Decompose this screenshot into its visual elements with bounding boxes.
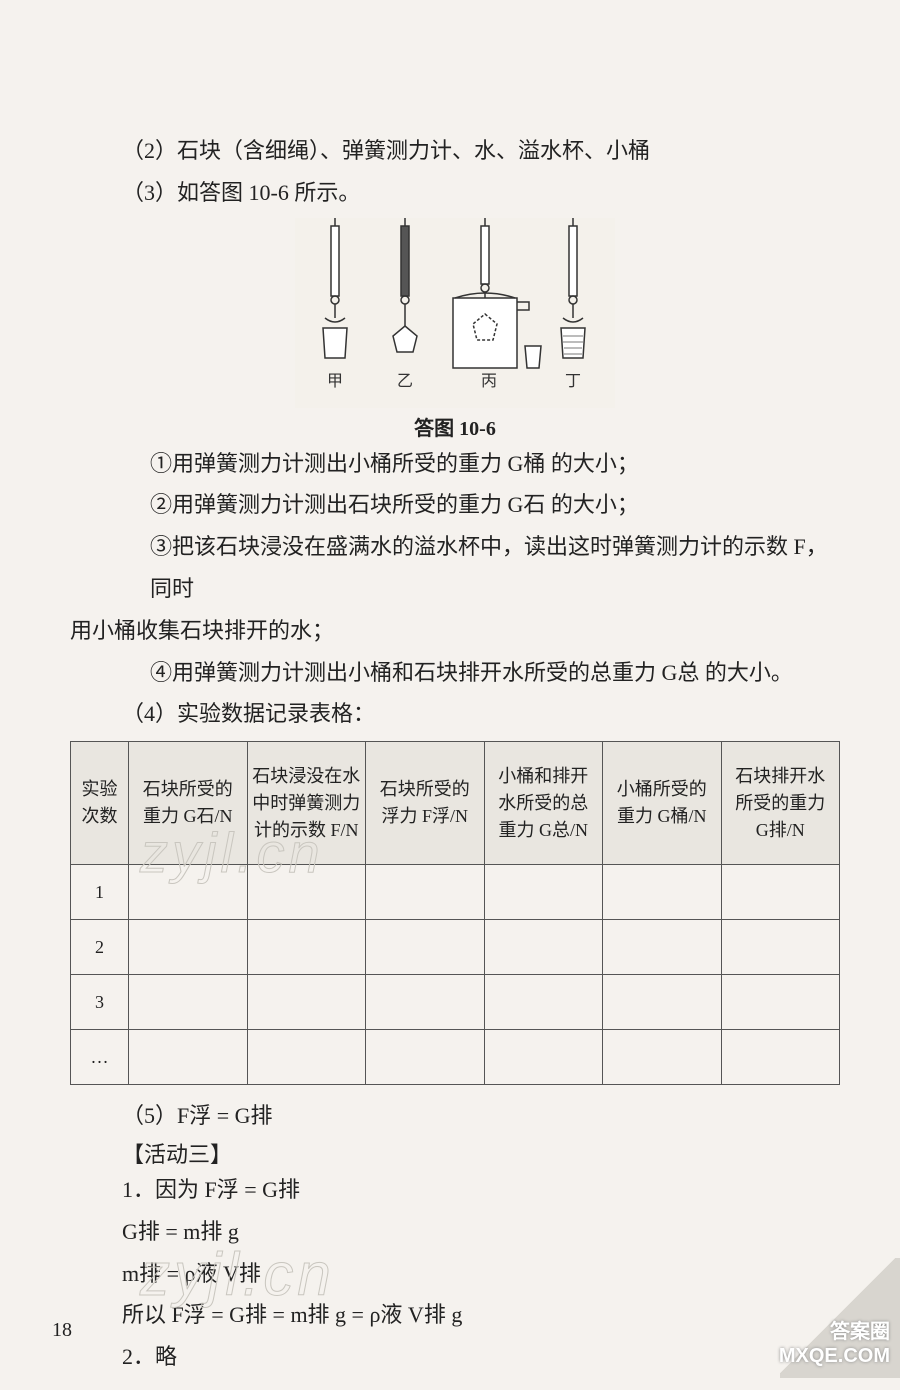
th-3: 石块所受的浮力 F浮/N [366, 742, 485, 865]
svg-text:乙: 乙 [397, 373, 413, 390]
svg-text:丙: 丙 [481, 373, 497, 390]
cell [366, 975, 485, 1030]
cell [129, 975, 248, 1030]
table-row: 2 [71, 920, 840, 975]
page-number: 18 [52, 1319, 72, 1342]
th-2: 石块浸没在水中时弹簧测力计的示数 F/N [247, 742, 366, 865]
activity-3-label: 【活动三】 [70, 1137, 840, 1169]
cell: 3 [71, 975, 129, 1030]
th-0: 实验次数 [71, 742, 129, 865]
cell [484, 975, 603, 1030]
cell [603, 1030, 722, 1085]
table-body: 1 2 3 … [71, 865, 840, 1085]
paragraph-2: （2）石块（含细绳）、弹簧测力计、水、溢水杯、小桶 [70, 130, 840, 172]
equation-g3: 所以 F浮 = G排 = m排 g = ρ液 V排 g [70, 1294, 840, 1336]
cell [603, 865, 722, 920]
table-row: … [71, 1030, 840, 1085]
figure-10-6: 甲 乙 丙 丁 答图 10-6 [70, 218, 840, 441]
th-4: 小桶和排开水所受的总重力 G总/N [484, 742, 603, 865]
cell [366, 865, 485, 920]
table-header-row: 实验次数 石块所受的重力 G石/N 石块浸没在水中时弹簧测力计的示数 F/N 石… [71, 742, 840, 865]
step-3b: 用小桶收集石块排开的水； [70, 610, 840, 652]
cell [603, 975, 722, 1030]
cell: 1 [71, 865, 129, 920]
cell [247, 975, 366, 1030]
cell [129, 865, 248, 920]
cell [366, 920, 485, 975]
cell [603, 920, 722, 975]
activity-line-1: 1．因为 F浮 = G排 [70, 1169, 840, 1211]
cell [484, 920, 603, 975]
table-row: 1 [71, 865, 840, 920]
cell [366, 1030, 485, 1085]
paragraph-5: （5）F浮 = G排 [70, 1095, 840, 1137]
cell [247, 865, 366, 920]
paragraph-4: （4）实验数据记录表格： [70, 693, 840, 735]
table-row: 3 [71, 975, 840, 1030]
equation-g1: G排 = m排 g [70, 1211, 840, 1253]
th-1: 石块所受的重力 G石/N [129, 742, 248, 865]
cell [484, 1030, 603, 1085]
step-1: ①用弹簧测力计测出小桶所受的重力 G桶 的大小； [70, 443, 840, 485]
step-2: ②用弹簧测力计测出石块所受的重力 G石 的大小； [70, 484, 840, 526]
step-3a: ③把该石块浸没在盛满水的溢水杯中，读出这时弹簧测力计的示数 F，同时 [70, 526, 840, 610]
textbook-page: （2）石块（含细绳）、弹簧测力计、水、溢水杯、小桶 （3）如答图 10-6 所示… [0, 0, 900, 1378]
th-5: 小桶所受的重力 G桶/N [603, 742, 722, 865]
cell: 2 [71, 920, 129, 975]
cell [721, 1030, 840, 1085]
svg-text:丁: 丁 [565, 373, 581, 390]
cell [721, 865, 840, 920]
badge-line1: 答案圈 [830, 1321, 890, 1343]
cell [721, 975, 840, 1030]
figure-caption: 答图 10-6 [414, 412, 496, 441]
cell: … [71, 1030, 129, 1085]
cell [247, 1030, 366, 1085]
activity-line-2: 2．略 [70, 1336, 840, 1378]
cell [484, 865, 603, 920]
experiment-diagram: 甲 乙 丙 丁 [295, 218, 615, 408]
cell [721, 920, 840, 975]
equation-g2: m排 = ρ液 V排 [70, 1253, 840, 1295]
cell [247, 920, 366, 975]
cell [129, 920, 248, 975]
cell [129, 1030, 248, 1085]
th-6: 石块排开水所受的重力G排/N [721, 742, 840, 865]
step-4: ④用弹簧测力计测出小桶和石块排开水所受的总重力 G总 的大小。 [70, 652, 840, 694]
corner-badge-text: 答案圈 MXQE.COM [779, 1320, 890, 1368]
badge-line2: MXQE.COM [779, 1345, 890, 1367]
svg-text:甲: 甲 [327, 373, 343, 390]
paragraph-3: （3）如答图 10-6 所示。 [70, 172, 840, 214]
data-table: 实验次数 石块所受的重力 G石/N 石块浸没在水中时弹簧测力计的示数 F/N 石… [70, 741, 840, 1085]
